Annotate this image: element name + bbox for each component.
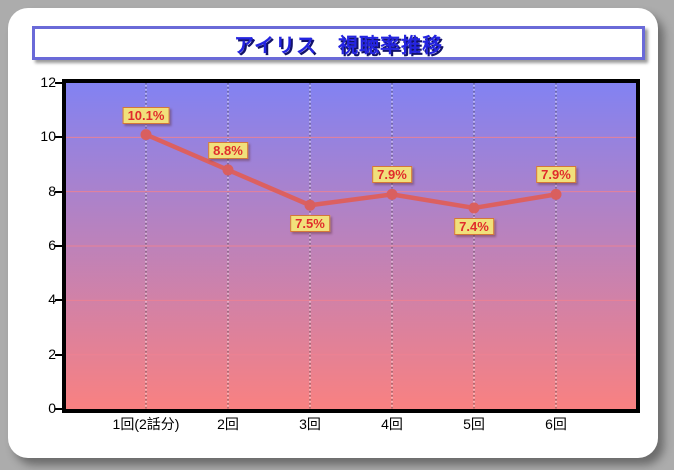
y-axis-label: 12: [40, 74, 56, 90]
x-axis-label: 1回(2話分): [112, 416, 180, 432]
y-axis-label: 0: [48, 400, 56, 416]
x-axis-label: 4回: [381, 416, 403, 432]
y-axis-tick: [55, 245, 62, 247]
data-point-label: 7.4%: [454, 217, 494, 235]
data-point-label: 7.5%: [290, 215, 330, 233]
y-axis-tick: [55, 136, 62, 139]
data-point-label: 10.1%: [122, 106, 170, 124]
data-point-marker: [468, 202, 480, 214]
y-axis-label: 8: [48, 182, 56, 199]
y-axis-tick: [55, 190, 62, 193]
x-axis-label: 5回: [463, 416, 485, 432]
x-axis-label: 2回: [217, 416, 239, 432]
y-axis-tick: [55, 408, 62, 410]
data-point-label: 7.9%: [536, 166, 576, 184]
y-axis-tick: [55, 82, 62, 84]
x-axis-label: 6回: [545, 416, 567, 432]
y-axis-label: 6: [48, 237, 56, 253]
data-point-marker: [304, 199, 316, 211]
y-axis-label: 4: [48, 291, 56, 308]
rating-series-line: [143, 132, 559, 211]
data-point-label: 8.8%: [208, 141, 248, 159]
ratings-line-chart: [66, 83, 636, 409]
x-axis-label: 3回: [299, 416, 321, 432]
data-point-marker: [140, 129, 152, 141]
chart-title-box: アイリス 視聴率推移: [32, 26, 645, 60]
chart-title: アイリス 視聴率推移: [234, 34, 443, 57]
data-point-label: 7.9%: [372, 166, 412, 184]
data-point-marker: [222, 164, 234, 176]
chart-panel: アイリス 視聴率推移 10.1% 8.8% 7.5% 7.9% 7.4% 7.9% 0 2 4…: [8, 8, 658, 458]
data-point-marker: [386, 188, 398, 200]
data-point-marker: [550, 188, 562, 200]
y-axis-label: 10: [40, 128, 56, 145]
y-axis-label: 2: [48, 345, 56, 362]
plot-area: 10.1% 8.8% 7.5% 7.9% 7.4% 7.9%: [62, 79, 640, 413]
y-axis-tick: [55, 353, 62, 356]
y-axis-tick: [55, 299, 62, 302]
